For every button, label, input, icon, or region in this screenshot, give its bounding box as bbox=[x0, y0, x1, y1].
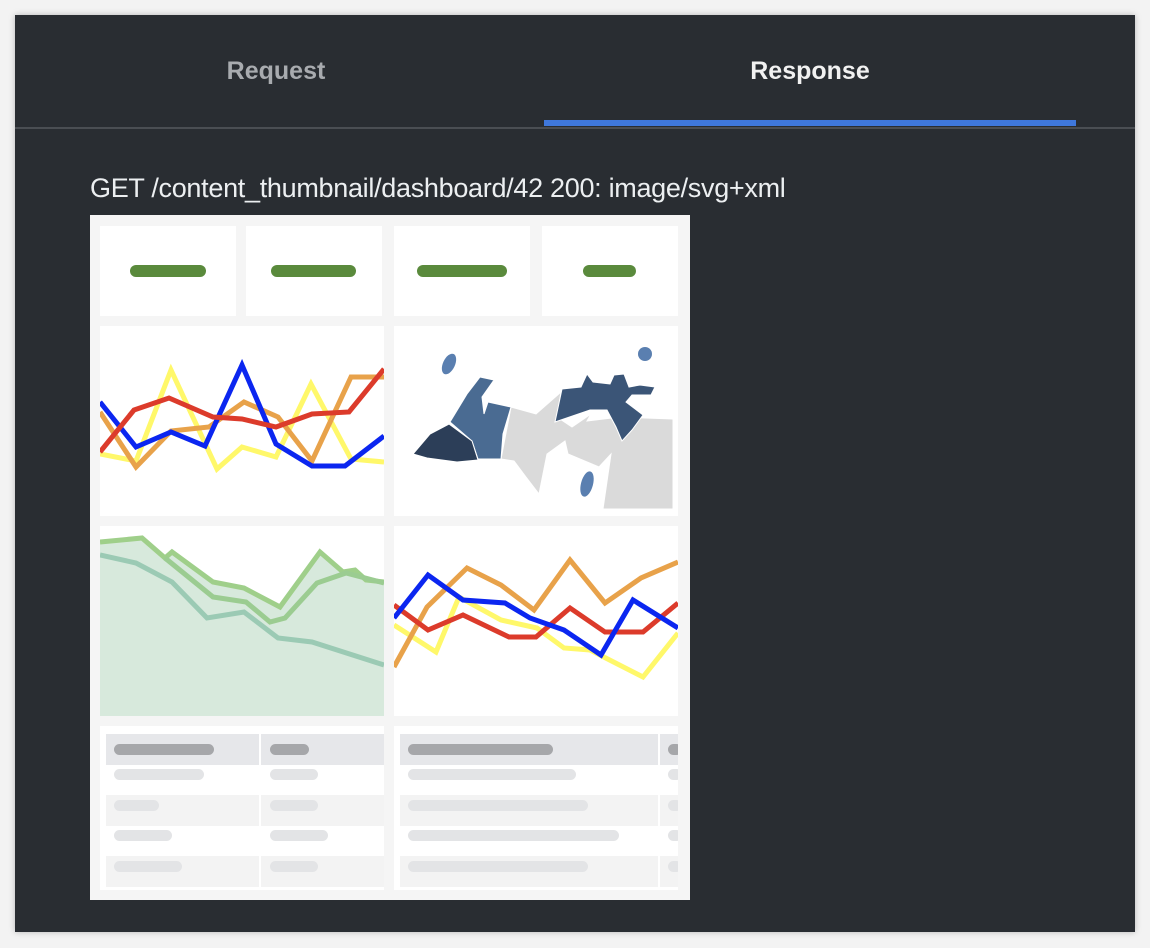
area-chart-tile bbox=[100, 526, 384, 716]
kpi-tiles bbox=[100, 226, 678, 316]
response-panel: Request Response GET /content_thumbnail/… bbox=[15, 15, 1135, 932]
line-chart-tile-2 bbox=[394, 526, 678, 716]
dashboard-thumbnail-image bbox=[90, 215, 690, 900]
active-tab-indicator bbox=[544, 120, 1076, 126]
line-chart-tile-1 bbox=[100, 326, 384, 516]
table-tile-1 bbox=[100, 726, 384, 890]
table-tile-2 bbox=[394, 726, 690, 900]
tab-bar: Request Response bbox=[15, 15, 1135, 129]
tab-response[interactable]: Response bbox=[750, 56, 870, 85]
tab-request[interactable]: Request bbox=[226, 56, 326, 85]
map-tile bbox=[394, 326, 678, 516]
response-summary: GET /content_thumbnail/dashboard/42 200:… bbox=[90, 173, 786, 203]
